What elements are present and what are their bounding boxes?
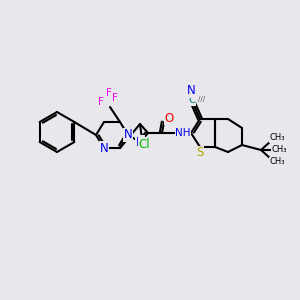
Text: CH₃: CH₃ (269, 134, 285, 142)
Text: N: N (187, 85, 195, 98)
Text: O: O (164, 112, 174, 124)
Text: N: N (100, 142, 108, 154)
Text: F: F (98, 97, 104, 107)
Text: Cl: Cl (138, 137, 150, 151)
Text: N: N (124, 128, 132, 142)
Text: CH₃: CH₃ (269, 158, 285, 166)
Text: NH: NH (175, 128, 191, 138)
Text: S: S (196, 146, 204, 160)
Text: ///: /// (198, 96, 205, 102)
Text: F: F (106, 88, 112, 98)
Text: CH₃: CH₃ (271, 145, 287, 154)
Text: F: F (112, 93, 118, 103)
Text: C: C (188, 95, 196, 105)
Text: N: N (136, 136, 144, 148)
